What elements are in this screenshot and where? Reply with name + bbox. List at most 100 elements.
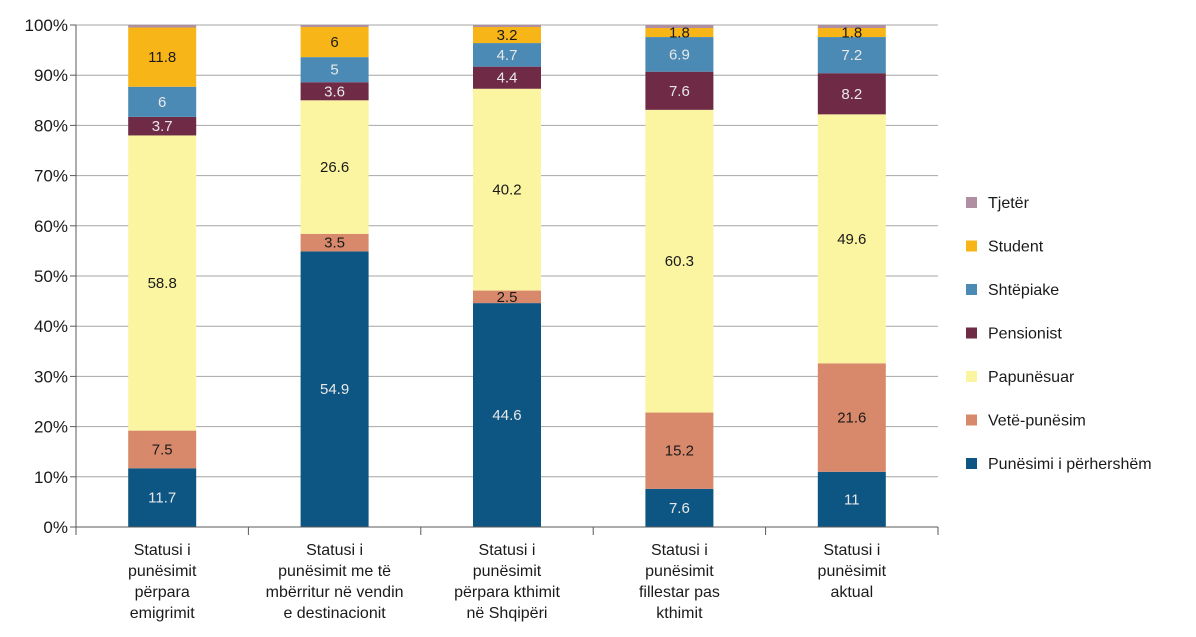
data-label: 1.8 bbox=[669, 25, 690, 42]
x-category-label: punësimit me të bbox=[278, 563, 391, 580]
data-label: 54.9 bbox=[320, 381, 349, 398]
legend-swatch bbox=[966, 284, 977, 295]
bar-segment bbox=[128, 135, 197, 431]
x-category-label: Statusi i bbox=[479, 542, 536, 559]
data-label: 7.5 bbox=[152, 441, 173, 458]
bar-segment bbox=[128, 27, 197, 87]
bar-segment bbox=[645, 412, 714, 489]
bar-segment bbox=[645, 37, 714, 72]
x-category-label: punësimit bbox=[128, 563, 197, 580]
data-label: 1.8 bbox=[841, 25, 862, 42]
y-tick-label: 0% bbox=[43, 518, 68, 537]
x-category-label: në Shqipëri bbox=[467, 605, 548, 622]
axes bbox=[70, 25, 939, 535]
data-label: 7.6 bbox=[669, 83, 690, 100]
bar-segment bbox=[128, 86, 197, 117]
data-label: 7.6 bbox=[669, 500, 690, 517]
x-category-label: kthimit bbox=[656, 605, 703, 622]
x-category-label: punësimit bbox=[818, 563, 887, 580]
legend-label: Tjetër bbox=[988, 195, 1030, 212]
data-labels: 11.7 7.5 58.8 3.7 6 11.8 54.9 3.5 26.6 3.6 5 6 44.6 2… bbox=[148, 25, 867, 517]
legend-label: Student bbox=[988, 239, 1044, 256]
y-tick-label: 30% bbox=[34, 367, 68, 386]
data-label: 5 bbox=[330, 62, 338, 79]
bars bbox=[128, 25, 886, 528]
x-category-label: përpara bbox=[135, 584, 190, 601]
legend-swatch bbox=[966, 197, 977, 208]
data-label: 3.7 bbox=[152, 118, 173, 135]
data-label: 15.2 bbox=[665, 443, 694, 460]
data-label: 6 bbox=[330, 34, 338, 51]
bar-segment bbox=[128, 25, 197, 28]
data-label: 4.4 bbox=[497, 70, 518, 87]
y-tick-label: 80% bbox=[34, 116, 68, 135]
data-label: 49.6 bbox=[837, 231, 866, 248]
data-label: 8.2 bbox=[841, 86, 862, 103]
bar-segment bbox=[300, 82, 369, 101]
data-label: 6.9 bbox=[669, 46, 690, 63]
legend-label: Punësimi i përhershëm bbox=[988, 456, 1152, 473]
data-label: 26.6 bbox=[320, 159, 349, 176]
data-label: 21.6 bbox=[837, 410, 866, 427]
x-category-label: Statusi i bbox=[134, 542, 191, 559]
bar-segment bbox=[645, 109, 714, 413]
bar-segment bbox=[817, 363, 886, 472]
bar-segment bbox=[473, 303, 541, 527]
legend: Tjetër Student Shtëpiake Pensionist Papunësu… bbox=[966, 195, 1152, 473]
y-tick-label: 20% bbox=[34, 418, 68, 437]
legend-label: Shtëpiake bbox=[988, 282, 1059, 299]
bar-segment bbox=[128, 116, 197, 136]
bar-segment bbox=[473, 25, 541, 28]
x-category-label: e destinacionit bbox=[283, 605, 386, 622]
bar-segment bbox=[645, 28, 714, 38]
x-category-label: fillestar pas bbox=[639, 584, 720, 601]
x-category-label: aktual bbox=[830, 584, 873, 601]
data-label: 3.5 bbox=[324, 235, 345, 252]
legend-swatch bbox=[966, 327, 977, 339]
x-category-label: Statusi i bbox=[823, 542, 880, 559]
x-category-label: mbërritur në vendin bbox=[266, 584, 404, 601]
legend-swatch bbox=[966, 371, 977, 382]
bar-segment bbox=[645, 71, 714, 110]
data-label: 3.2 bbox=[497, 27, 518, 44]
y-tick-label: 100% bbox=[25, 16, 68, 35]
bar-segment bbox=[817, 114, 886, 364]
bar-segment bbox=[300, 251, 369, 528]
x-category-label: Statusi i bbox=[651, 542, 708, 559]
bar-segment bbox=[300, 233, 369, 252]
legend-swatch bbox=[966, 414, 977, 426]
x-category-label: Statusi i bbox=[306, 542, 363, 559]
bar-segment bbox=[300, 57, 369, 83]
y-tick-label: 60% bbox=[34, 217, 68, 236]
data-label: 40.2 bbox=[492, 182, 521, 199]
bar-segment bbox=[300, 27, 369, 58]
bar-segment bbox=[473, 43, 541, 67]
bar-segment bbox=[817, 25, 886, 29]
data-label: 2.5 bbox=[497, 289, 518, 306]
y-tick-label: 40% bbox=[34, 317, 68, 336]
y-axis-ticks: 0% 10% 20% 30% 40% 50% 60% 70% 80% 90% 100% bbox=[25, 16, 76, 537]
data-label: 3.6 bbox=[324, 83, 345, 100]
data-label: 11.8 bbox=[148, 49, 176, 66]
legend-label: Papunësuar bbox=[988, 369, 1075, 386]
x-axis-categories: Statusi i punësimit përpara emigrimit Status… bbox=[128, 542, 887, 622]
data-label: 11.7 bbox=[148, 490, 176, 507]
bar-segment bbox=[300, 100, 369, 234]
y-tick-label: 70% bbox=[34, 167, 68, 186]
data-label: 58.8 bbox=[148, 275, 177, 292]
bar-segment bbox=[817, 28, 886, 38]
bar-segment bbox=[473, 27, 541, 44]
y-tick-label: 50% bbox=[34, 267, 68, 286]
bar-segment bbox=[473, 290, 541, 304]
bar-segment bbox=[817, 73, 886, 115]
x-category-label: punësimit bbox=[473, 563, 542, 580]
y-tick-label: 10% bbox=[34, 468, 68, 487]
bar-segment bbox=[300, 25, 369, 28]
data-label: 60.3 bbox=[665, 253, 694, 270]
bar-segment bbox=[645, 488, 714, 527]
data-label: 44.6 bbox=[492, 407, 521, 424]
bar-segment bbox=[645, 25, 714, 29]
data-label: 7.2 bbox=[841, 47, 862, 64]
data-label: 11 bbox=[844, 491, 860, 508]
